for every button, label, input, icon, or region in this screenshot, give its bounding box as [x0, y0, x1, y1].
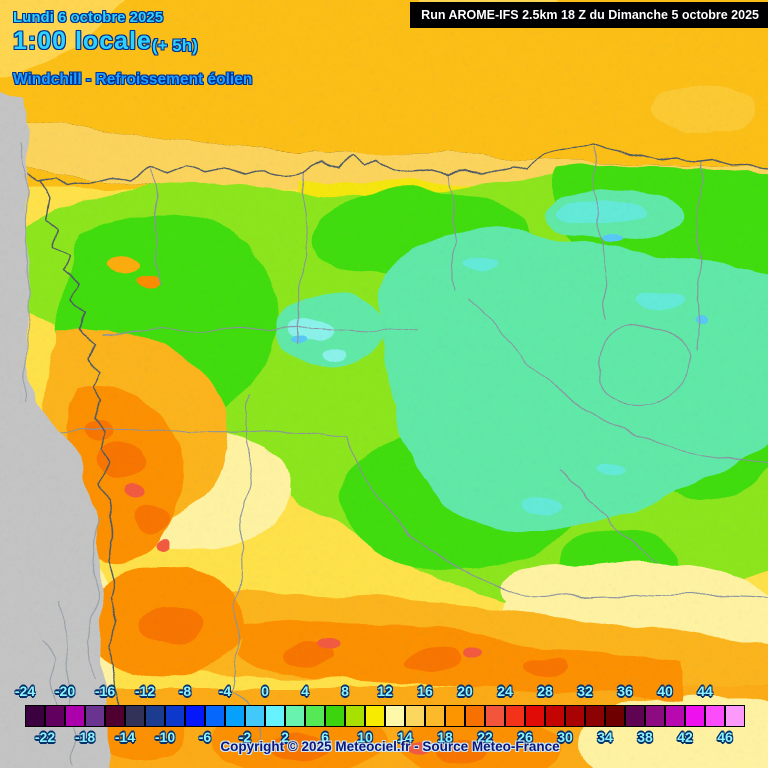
date-label: Lundi 6 octobre 2025: [13, 9, 164, 26]
variable-label: Windchill - Refroissement éolien: [13, 71, 253, 88]
local-time-label: 1:00 locale: [13, 27, 152, 55]
run-info-box: Run AROME-IFS 2.5km 18 Z du Dimanche 5 o…: [410, 2, 768, 28]
copyright-label: Copyright © 2025 Meteociel.fr - Source M…: [220, 739, 560, 754]
time-offset-label: (+ 5h): [152, 36, 198, 55]
